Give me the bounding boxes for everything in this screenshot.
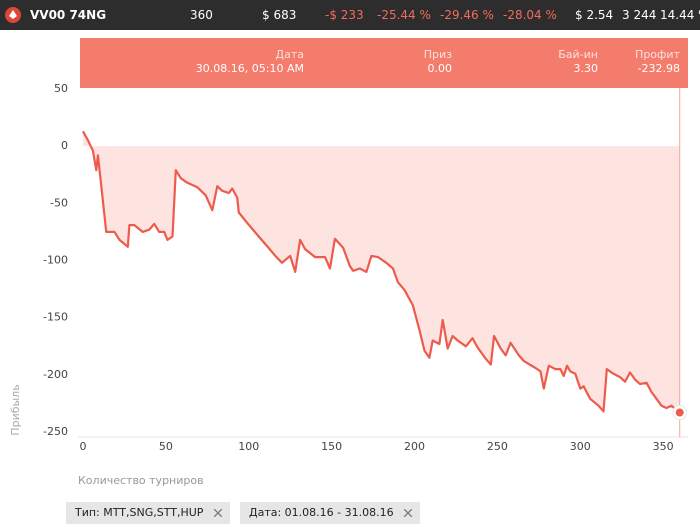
tooltip-value: 0.00 (427, 62, 453, 75)
x-tick-label: 300 (570, 440, 591, 453)
filter-chip[interactable]: Дата: 01.08.16 - 31.08.16 (240, 502, 420, 524)
line (82, 130, 681, 414)
tooltip-label: Дата (275, 48, 304, 61)
stat: -$ 233 (325, 8, 364, 22)
y-tick-label: -50 (50, 196, 68, 209)
remove-icon[interactable] (214, 509, 222, 517)
stat: -25.44 % (377, 8, 431, 22)
tooltip-value: 30.08.16, 05:10 AM (195, 62, 304, 75)
stat: 14.44 % (660, 8, 700, 22)
stats-bar: VV00 74NG 360 $ 683 -$ 233 -25.44 % -29.… (0, 0, 700, 30)
filter-chip[interactable]: Тип: MTT,SNG,STT,HUP (66, 502, 230, 524)
x-tick-label: 350 (653, 440, 674, 453)
stat: -28.04 % (503, 8, 557, 22)
stat: -29.46 % (440, 8, 494, 22)
y-tick-label: -250 (43, 425, 68, 438)
x-tick-label: 200 (404, 440, 425, 453)
x-tick-label: 100 (238, 440, 259, 453)
tooltip-label: Профит (635, 48, 680, 61)
stat: 360 (190, 8, 213, 22)
logo (5, 7, 21, 23)
x-tick-label: 0 (80, 440, 87, 453)
stat: 3 244 (622, 8, 657, 22)
x-axis-title: Количество турниров (78, 474, 204, 487)
y-tick-label: -100 (43, 254, 68, 267)
filter-text: Тип: MTT,SNG,STT,HUP (75, 506, 204, 519)
y-tick-label: 50 (54, 82, 68, 95)
tooltip-label: Приз (423, 48, 452, 61)
y-tick-label: 0 (61, 139, 68, 152)
tooltip-label: Бай-ин (558, 48, 598, 61)
hover-point (675, 408, 684, 417)
stat: $ 683 (262, 8, 297, 22)
stat: $ 2.54 (575, 8, 614, 22)
y-axis-title: Прибыль (9, 384, 22, 435)
x-tick-label: 50 (159, 440, 173, 453)
tooltip: Дата 30.08.16, 05:10 AM Приз 0.00 Бай-ин… (80, 38, 688, 88)
tooltip-value: 3.30 (573, 62, 599, 75)
remove-icon[interactable] (404, 509, 412, 517)
area (83, 131, 680, 413)
x-tick-label: 250 (487, 440, 508, 453)
y-tick-label: -200 (43, 368, 68, 381)
player-name[interactable]: VV00 74NG (30, 8, 107, 22)
filter-text: Дата: 01.08.16 - 31.08.16 (249, 506, 394, 519)
x-tick-label: 150 (321, 440, 342, 453)
y-tick-label: -150 (43, 311, 68, 324)
tooltip-value: -232.98 (637, 62, 680, 75)
